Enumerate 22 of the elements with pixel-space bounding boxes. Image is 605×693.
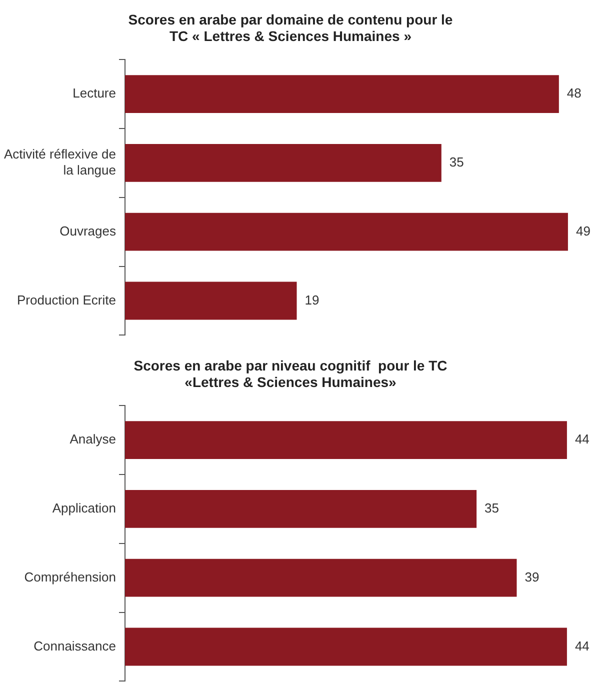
y-tick-label: Lecture: [72, 86, 116, 101]
y-tick-label: Analyse: [70, 432, 116, 447]
data-label: 35: [484, 500, 500, 516]
data-label: 35: [449, 154, 464, 170]
y-tick-label: Ouvrages: [60, 223, 116, 238]
chart-title: Scores en arabe par domaine de contenu pour le TC « Lettres & Sciences Humaines »: [128, 11, 453, 44]
y-tick-label: Connaissance: [34, 638, 116, 654]
bar: [125, 75, 559, 113]
y-tick-label: Activité réflexive de la langue: [4, 146, 116, 178]
bar: [125, 282, 297, 320]
bar: [125, 212, 568, 251]
data-label: 48: [566, 86, 582, 101]
y-tick-label: Production Ecrite: [17, 292, 116, 308]
data-label: 19: [304, 292, 320, 308]
data-label: 44: [574, 432, 590, 447]
y-tick-label: Application: [52, 500, 116, 516]
bar: [125, 144, 442, 182]
data-label: 49: [576, 223, 590, 238]
y-tick-label: Compréhension: [24, 569, 116, 584]
chart-title: Scores en arabe par niveau cognitif pour le TC «Lettres & Sciences Humaines»: [134, 357, 448, 390]
data-label: 39: [524, 569, 540, 584]
data-label: 44: [574, 638, 590, 654]
